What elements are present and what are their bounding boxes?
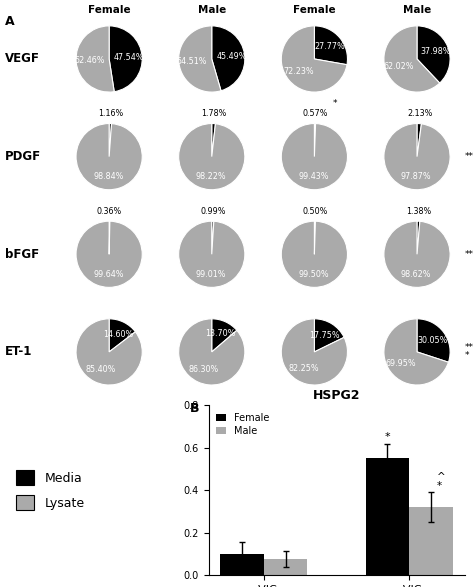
Wedge shape — [417, 26, 450, 83]
Bar — [409, 507, 453, 575]
Text: VEGF: VEGF — [5, 52, 40, 66]
Bar — [264, 559, 308, 575]
Text: 0.50%: 0.50% — [302, 207, 328, 216]
Text: 0.36%: 0.36% — [97, 207, 122, 216]
Text: 99.43%: 99.43% — [299, 172, 329, 181]
Text: 98.62%: 98.62% — [401, 269, 431, 279]
Text: 0.99%: 0.99% — [201, 207, 226, 216]
Wedge shape — [417, 319, 450, 362]
Bar — [220, 554, 264, 575]
Text: 69.95%: 69.95% — [386, 359, 416, 368]
Text: 72.23%: 72.23% — [284, 68, 314, 76]
Wedge shape — [281, 26, 347, 92]
Wedge shape — [281, 319, 347, 385]
Text: 13.70%: 13.70% — [205, 329, 235, 338]
Text: **: ** — [465, 250, 474, 259]
Wedge shape — [314, 319, 344, 352]
Wedge shape — [212, 221, 214, 254]
Text: 62.02%: 62.02% — [383, 62, 414, 71]
Text: 27.77%: 27.77% — [314, 42, 345, 50]
Wedge shape — [109, 221, 110, 254]
Title: Female: Female — [293, 5, 336, 15]
Wedge shape — [212, 26, 245, 91]
Text: *: * — [384, 432, 390, 442]
Text: *: * — [333, 99, 337, 108]
Text: 45.49%: 45.49% — [216, 52, 246, 60]
Text: 98.22%: 98.22% — [195, 172, 226, 181]
Wedge shape — [109, 123, 111, 157]
Wedge shape — [179, 221, 245, 288]
Text: 99.50%: 99.50% — [299, 269, 329, 279]
Wedge shape — [417, 221, 420, 254]
Text: 99.64%: 99.64% — [94, 269, 124, 279]
Wedge shape — [179, 123, 245, 190]
Text: B: B — [190, 402, 199, 415]
Text: ET-1: ET-1 — [5, 345, 32, 359]
Wedge shape — [314, 221, 315, 254]
Wedge shape — [281, 221, 347, 288]
Text: 52.46%: 52.46% — [74, 56, 105, 65]
Wedge shape — [384, 26, 440, 92]
Wedge shape — [179, 26, 221, 92]
Legend: Media, Lysate: Media, Lysate — [16, 470, 84, 510]
Wedge shape — [281, 123, 347, 190]
Wedge shape — [314, 26, 347, 65]
Wedge shape — [76, 26, 114, 92]
Text: 37.98%: 37.98% — [420, 47, 451, 56]
Wedge shape — [212, 319, 237, 352]
Title: Male: Male — [403, 5, 431, 15]
Wedge shape — [76, 123, 142, 190]
Text: 1.16%: 1.16% — [98, 109, 123, 118]
Text: 99.01%: 99.01% — [196, 269, 227, 279]
Text: **
*: ** * — [465, 343, 474, 360]
Text: 2.13%: 2.13% — [407, 109, 433, 118]
Text: 97.87%: 97.87% — [401, 172, 431, 181]
Wedge shape — [314, 123, 316, 157]
Text: 54.51%: 54.51% — [177, 58, 207, 66]
Bar — [365, 458, 409, 575]
Text: 85.40%: 85.40% — [85, 365, 116, 375]
Wedge shape — [76, 319, 142, 385]
Wedge shape — [179, 319, 245, 385]
Text: 17.75%: 17.75% — [310, 330, 340, 339]
Text: PDGF: PDGF — [5, 150, 41, 163]
Wedge shape — [417, 123, 421, 157]
Wedge shape — [109, 319, 136, 352]
Wedge shape — [109, 26, 142, 92]
Text: A: A — [5, 15, 14, 28]
Wedge shape — [384, 319, 448, 385]
Text: bFGF: bFGF — [5, 248, 39, 261]
Text: 1.78%: 1.78% — [201, 109, 227, 118]
Wedge shape — [76, 221, 142, 288]
Wedge shape — [212, 123, 216, 157]
Wedge shape — [384, 123, 450, 190]
Text: 30.05%: 30.05% — [418, 336, 448, 345]
Title: Male: Male — [198, 5, 226, 15]
Title: Female: Female — [88, 5, 130, 15]
Legend: Female, Male: Female, Male — [213, 410, 272, 438]
Text: 0.57%: 0.57% — [302, 109, 328, 118]
Title: HSPG2: HSPG2 — [313, 389, 360, 403]
Wedge shape — [384, 221, 450, 288]
Text: 1.38%: 1.38% — [406, 207, 431, 216]
Text: 82.25%: 82.25% — [289, 365, 319, 373]
Text: 98.84%: 98.84% — [93, 172, 124, 181]
Text: 47.54%: 47.54% — [114, 53, 144, 62]
Text: ^
*: ^ * — [437, 472, 446, 491]
Text: **: ** — [465, 152, 474, 161]
Text: 14.60%: 14.60% — [103, 330, 133, 339]
Text: 86.30%: 86.30% — [188, 366, 219, 375]
